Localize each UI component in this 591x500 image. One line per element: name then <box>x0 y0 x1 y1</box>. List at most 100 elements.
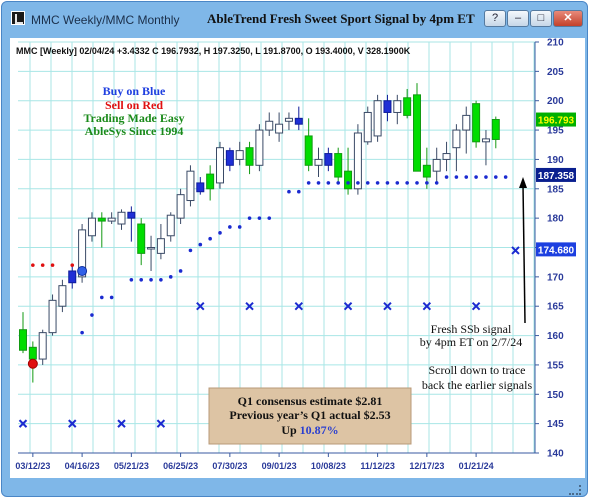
x-tick-label: 06/25/23 <box>163 461 198 471</box>
stop-dot <box>237 225 242 229</box>
candle-body <box>216 147 224 184</box>
candle-body <box>294 117 303 125</box>
candle-body <box>403 97 412 116</box>
candle-body <box>265 120 274 131</box>
stop-dot <box>50 263 55 267</box>
candle <box>491 116 500 149</box>
candle <box>58 279 67 313</box>
candle <box>235 141 244 166</box>
candle <box>255 124 264 172</box>
x-tick-label: 05/21/23 <box>114 461 149 471</box>
price-badge-label: 174.680 <box>538 245 575 256</box>
stop-dot <box>316 181 321 185</box>
cross-stroke <box>117 419 126 428</box>
candle-body <box>225 150 234 166</box>
stop-dot <box>326 181 331 185</box>
stop-dot <box>90 313 94 317</box>
stop-dot <box>178 269 183 273</box>
candle-body <box>491 119 500 140</box>
cross-marker <box>383 302 392 311</box>
stop-dot <box>208 236 212 241</box>
candle <box>19 312 27 354</box>
candle <box>452 124 461 172</box>
y-tick-label: 155 <box>547 360 564 371</box>
x-tick-label: 04/16/23 <box>65 461 100 471</box>
annotation-arrow <box>519 177 527 324</box>
cross-marker <box>156 419 166 428</box>
cross-marker <box>343 302 353 311</box>
price-badge-label: 196.793 <box>538 116 575 127</box>
price-chart[interactable]: 1401451501551601651701751801851901952002… <box>10 38 585 478</box>
annotation2-line-2: back the earlier signals <box>422 378 533 392</box>
help-button[interactable]: ? <box>484 10 506 27</box>
stop-dot <box>454 175 459 179</box>
candle-body <box>334 153 343 178</box>
candle <box>186 165 195 207</box>
candle <box>442 141 451 172</box>
candle <box>462 106 471 154</box>
x-tick-label: 03/12/23 <box>15 461 50 471</box>
stop-dot <box>346 181 350 185</box>
price-badge-bg <box>536 242 576 257</box>
candle-body <box>97 217 106 222</box>
maximize-button[interactable]: □ <box>530 10 552 27</box>
candle-body <box>373 100 382 137</box>
candle-body <box>442 153 451 160</box>
candle <box>245 141 254 175</box>
y-tick-label: 160 <box>547 331 564 342</box>
y-tick-label: 195 <box>547 126 564 137</box>
cross-marker <box>294 302 304 311</box>
stop-dot <box>257 216 262 220</box>
close-button[interactable]: ✕ <box>553 10 583 27</box>
stop-dot <box>70 263 75 267</box>
stop-dot <box>129 277 134 282</box>
candle <box>48 294 57 336</box>
stop-dot <box>395 181 400 185</box>
x-tick-label: 10/08/23 <box>311 461 346 471</box>
y-tick-label: 145 <box>547 419 564 430</box>
cross-stroke <box>383 302 392 311</box>
candle-body <box>58 285 67 307</box>
stop-dot <box>287 189 291 194</box>
price-badge-bg <box>536 167 576 182</box>
cross-stroke <box>245 302 254 311</box>
legend-buy: Buy on Blue <box>103 84 166 98</box>
cross-marker <box>117 419 126 428</box>
minimize-button[interactable]: – <box>507 10 529 27</box>
stop-dot <box>168 275 173 279</box>
cross-stroke <box>156 419 166 428</box>
candle <box>304 118 313 172</box>
candle-body <box>68 270 77 284</box>
signal-annotation: Fresh SSb signal by 4pm ET on 2/7/24 Scr… <box>420 322 533 392</box>
candle <box>432 147 441 183</box>
chart-area[interactable]: 1401451501551601651701751801851901952002… <box>10 38 585 478</box>
title-bar[interactable]: MMC Weekly/MMC Monthly AbleTrend Fresh S… <box>2 2 587 36</box>
ohlc-info-line: MMC [Weekly] 02/04/24 +3.4332 C 196.7932… <box>16 46 411 56</box>
candle <box>176 188 185 225</box>
signal-marker <box>27 358 38 369</box>
stop-dot <box>109 295 114 300</box>
candle <box>324 147 333 172</box>
x-tick-label: 07/30/23 <box>212 461 247 471</box>
candle <box>137 218 146 266</box>
resize-grip-icon[interactable] <box>569 485 581 495</box>
price-badge-label: 187.358 <box>538 171 575 182</box>
candle-body <box>314 158 323 166</box>
candle <box>481 130 490 166</box>
x-tick-label: 12/17/23 <box>409 461 444 471</box>
candle <box>206 165 215 201</box>
estimate-box: Q1 consensus estimate $2.81 Previous yea… <box>208 387 412 445</box>
stop-dot <box>31 263 35 267</box>
candle-body <box>393 100 402 113</box>
stop-dot <box>139 277 143 282</box>
candle <box>363 106 372 145</box>
candle-body <box>206 173 215 190</box>
candle-body <box>363 111 372 143</box>
legend-since: AbleSys Since 1994 <box>85 124 184 138</box>
estimate-up-prefix: Up <box>281 423 299 437</box>
signal-markers <box>27 265 88 369</box>
candle <box>38 329 47 365</box>
candle-body <box>127 211 136 219</box>
stop-dot <box>484 175 488 179</box>
window-title: MMC Weekly/MMC Monthly <box>31 13 180 27</box>
